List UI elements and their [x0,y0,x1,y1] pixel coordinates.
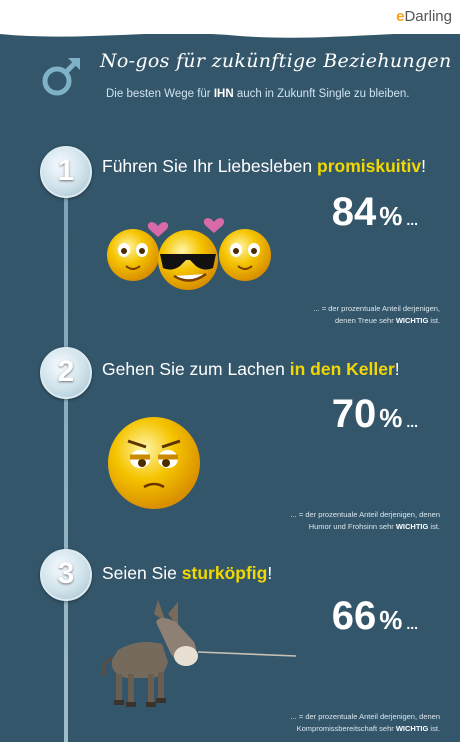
step-number-1: 1 [40,146,92,198]
step-number-3: 3 [40,549,92,601]
step-heading-2: Gehen Sie zum Lachen in den Keller! [102,359,400,379]
step-heading-1: Führen Sie Ihr Liebesleben promiskuitiv! [102,156,426,176]
donkey-icon [102,600,297,707]
edarling-logo[interactable]: eDarling [396,8,452,25]
page-subtitle: Die besten Wege für IHN auch in Zukunft … [106,88,410,100]
grumpy-smiley-icon [108,417,200,509]
timeline-line [64,175,68,742]
step-percent-2: 70%... [331,392,418,436]
step-note-1: ... = der prozentuale Anteil derjenigen,… [313,304,440,325]
step-heading-3: Seien Sie sturköpfig! [102,563,273,583]
male-symbol-icon [42,58,80,96]
top-wave [0,28,460,38]
smiley-icon [107,229,159,281]
page-title: No-gos für zukünftige Beziehungen [100,50,452,72]
step-percent-3: 66%... [331,594,418,638]
sunglasses-smiley-icon [158,230,218,290]
step-note-2: ... = der prozentuale Anteil derjenigen,… [290,510,440,531]
heart-icon [203,218,225,233]
step-percent-1: 84%... [331,190,418,234]
smiley-icon [219,229,271,281]
smiley-group-illustration [107,218,271,290]
step-number-2: 2 [40,347,92,399]
step-note-3: ... = der prozentuale Anteil derjenigen,… [290,712,440,733]
heart-icon [147,222,169,237]
